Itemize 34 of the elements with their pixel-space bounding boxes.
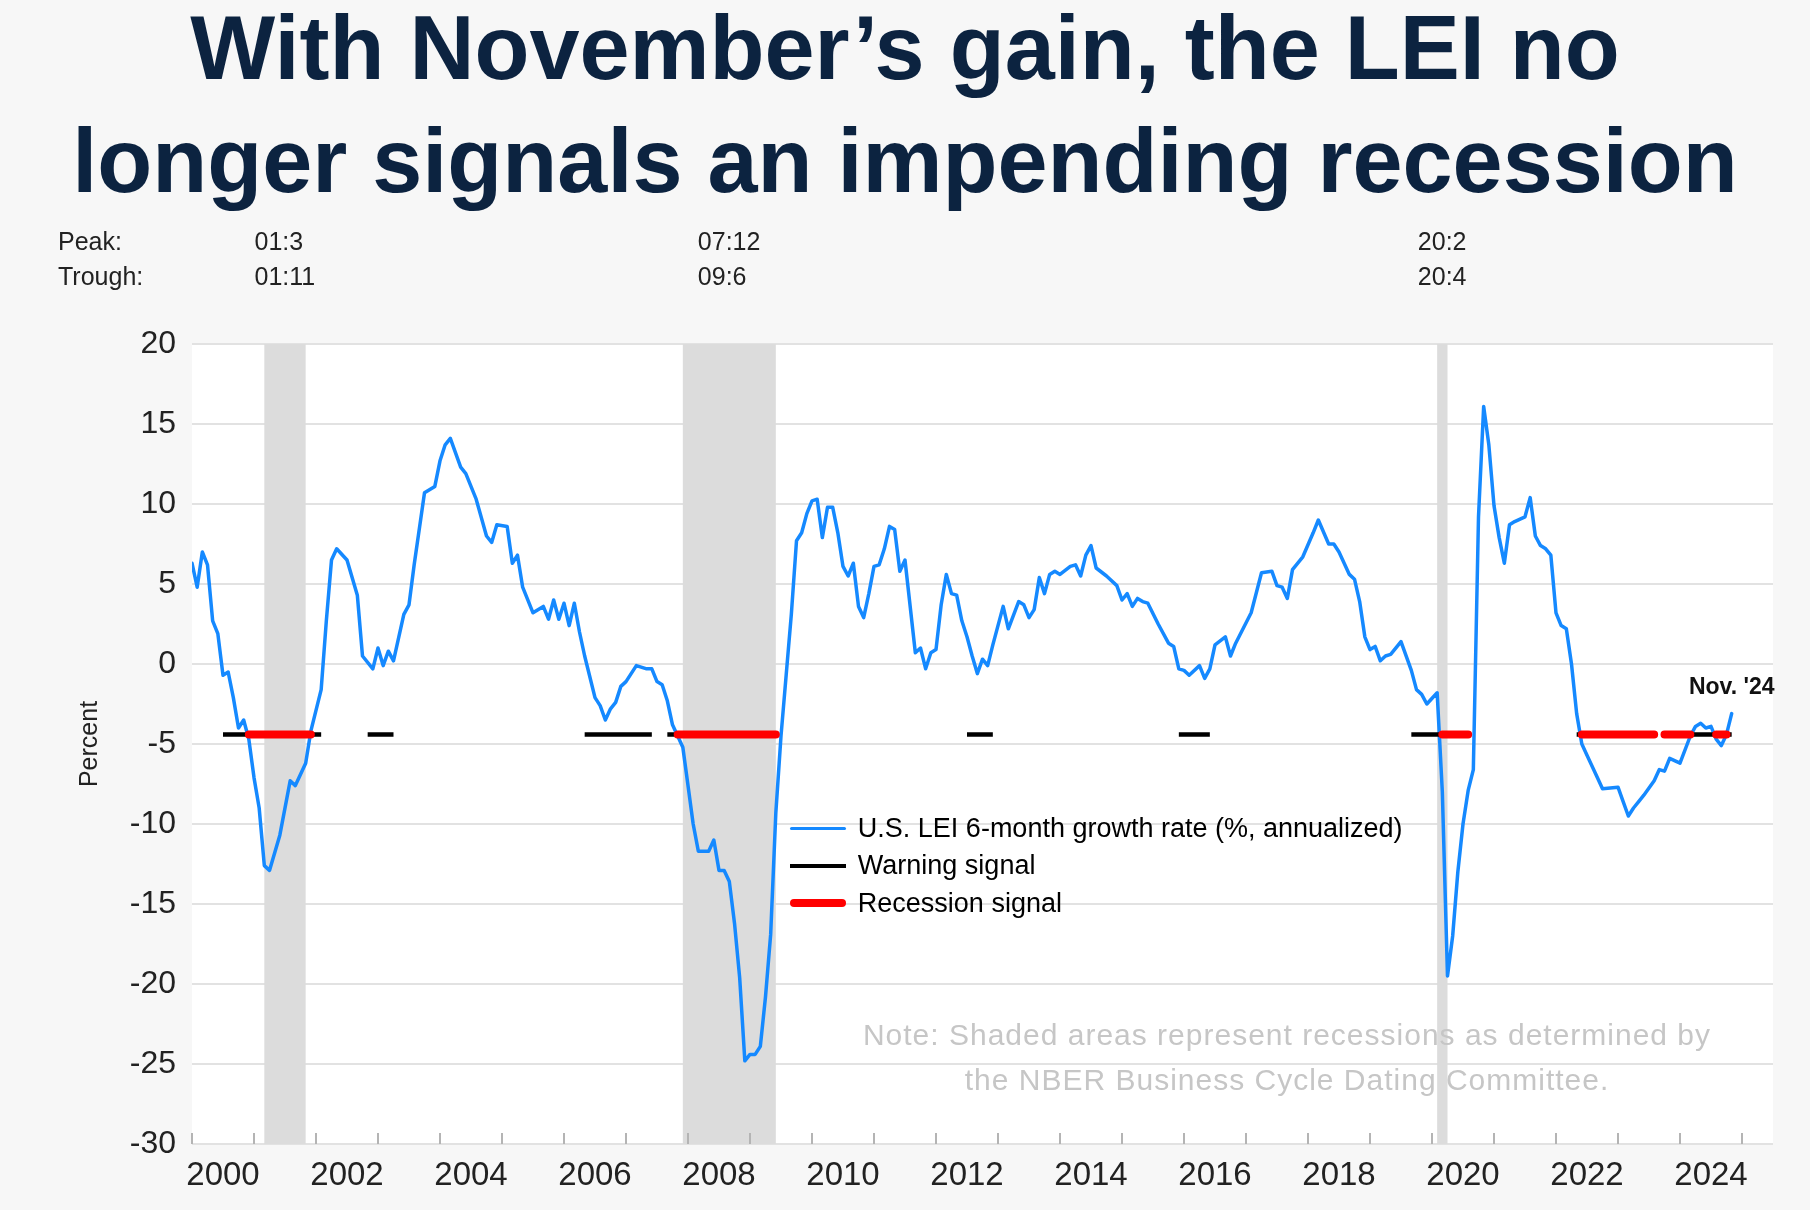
y-tick-label: -30 xyxy=(129,1123,176,1160)
x-tick-label: 2020 xyxy=(1426,1154,1500,1192)
band-label: 20:2 20:4 xyxy=(1417,226,1467,292)
legend-label: Recession signal xyxy=(857,887,1062,919)
y-tick-label: -5 xyxy=(147,723,176,760)
y-tick-label: 20 xyxy=(140,323,176,360)
x-tick-label: 2016 xyxy=(1178,1154,1252,1192)
legend-label: U.S. LEI 6-month growth rate (%, annualized) xyxy=(857,812,1403,844)
text: Peak: Trough: xyxy=(58,226,144,292)
y-tick-label: -25 xyxy=(129,1043,176,1080)
y-tick-label: 15 xyxy=(140,403,176,440)
x-tick-label: 2014 xyxy=(1054,1154,1128,1192)
y-tick-label: 5 xyxy=(158,563,176,600)
x-tick-label: 2000 xyxy=(186,1154,260,1192)
x-tick-label: 2008 xyxy=(682,1154,756,1192)
y-tick-label: -15 xyxy=(129,883,176,920)
x-tick-label: 2012 xyxy=(930,1154,1004,1192)
band-label: 07:12 09:6 xyxy=(697,226,761,292)
chart-title: With November’s gain, the LEI no longer signals an impending recession xyxy=(71,0,1739,213)
x-tick-label: 2002 xyxy=(310,1154,384,1192)
x-tick-label: 2024 xyxy=(1674,1154,1748,1192)
y-tick-label: 0 xyxy=(158,643,176,680)
y-tick-label: -20 xyxy=(129,963,176,1000)
legend-label: Warning signal xyxy=(857,850,1036,882)
y-axis-title: Percent xyxy=(73,700,102,788)
x-tick-label: 2010 xyxy=(806,1154,880,1192)
x-tick-label: 2004 xyxy=(434,1154,508,1192)
y-tick-label: -10 xyxy=(129,803,176,840)
band-label: 01:3 01:11 xyxy=(254,226,316,292)
x-tick-label: 2018 xyxy=(1302,1154,1376,1192)
y-tick-label: 10 xyxy=(140,483,176,520)
annotation: Nov. '24 xyxy=(1688,672,1775,699)
x-tick-label: 2006 xyxy=(558,1154,632,1192)
x-tick-label: 2022 xyxy=(1550,1154,1624,1192)
